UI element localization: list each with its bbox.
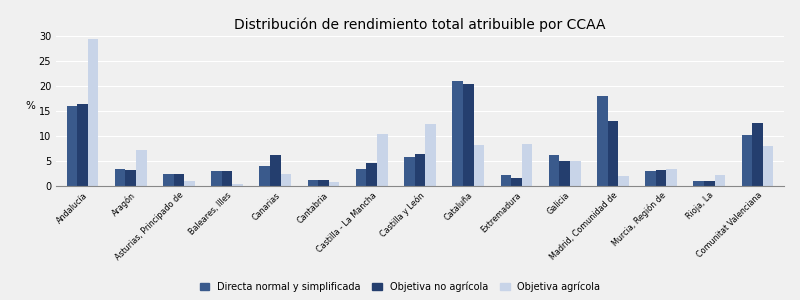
Bar [597,96,607,186]
Bar [174,173,184,186]
Bar [366,163,377,186]
Bar [404,157,414,186]
Bar [88,38,98,186]
Bar [618,176,629,186]
Bar [281,173,291,186]
Bar [414,154,426,186]
Bar [308,180,318,186]
Bar [549,155,559,186]
Legend: Directa normal y simplificada, Objetiva no agrícola, Objetiva agrícola: Directa normal y simplificada, Objetiva … [200,282,600,292]
Bar [559,161,570,186]
Bar [762,146,774,186]
Bar [184,181,195,186]
Bar [474,145,484,186]
Bar [666,169,677,186]
Bar [136,150,146,186]
Bar [211,171,222,186]
Bar [501,175,511,186]
Bar [452,81,463,186]
Bar [270,155,281,186]
Bar [694,181,704,186]
Bar [163,173,174,186]
Bar [318,180,329,186]
Bar [356,169,366,186]
Bar [752,122,762,186]
Title: Distribución de rendimiento total atribuible por CCAA: Distribución de rendimiento total atribu… [234,18,606,32]
Bar [426,124,436,186]
Bar [645,171,656,186]
Y-axis label: %: % [26,101,35,111]
Bar [511,178,522,186]
Bar [656,170,666,186]
Bar [714,175,725,186]
Bar [126,170,136,186]
Bar [233,184,243,186]
Bar [742,135,752,186]
Bar [66,106,78,186]
Bar [78,103,88,186]
Bar [115,169,126,186]
Bar [463,83,474,186]
Bar [522,143,532,186]
Bar [570,161,581,186]
Bar [329,182,339,186]
Bar [377,134,388,186]
Bar [704,181,714,186]
Bar [259,166,270,186]
Bar [607,121,618,186]
Bar [222,171,233,186]
